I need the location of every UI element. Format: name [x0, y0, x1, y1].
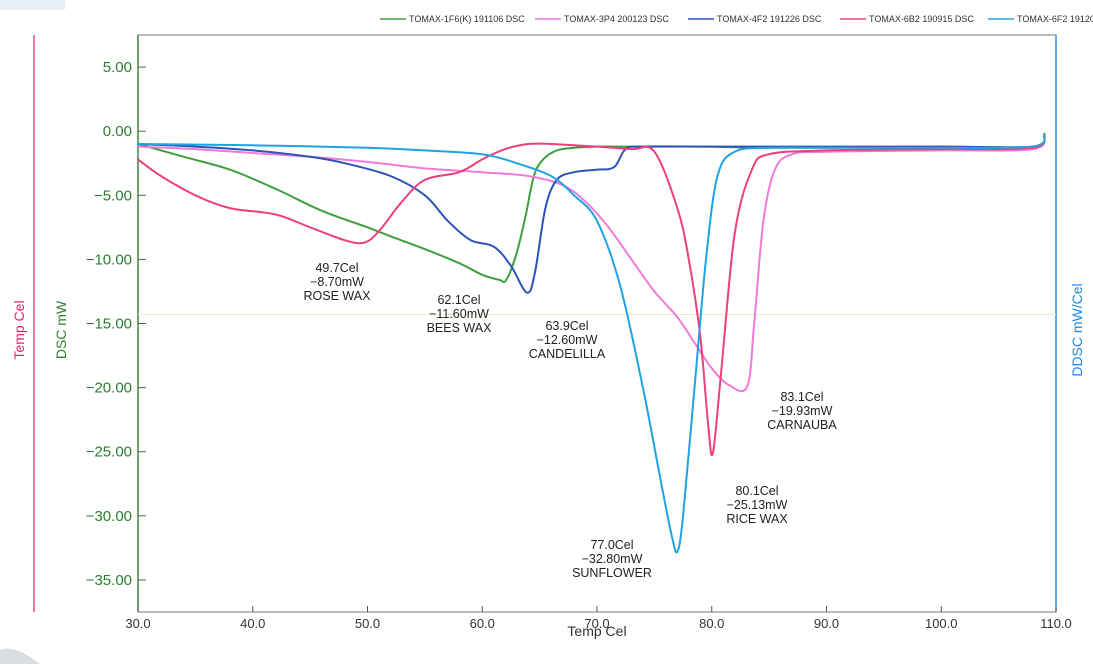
- annotation-line: −12.60mW: [537, 333, 598, 347]
- annotation-line: 80.1Cel: [735, 484, 778, 498]
- corner-shade-bottom: [0, 648, 40, 664]
- annotation-line: RICE WAX: [726, 512, 788, 526]
- x-tick-label: 50.0: [355, 616, 380, 631]
- y-tick-label: −35.00: [86, 572, 132, 589]
- annotation-line: SUNFLOWER: [572, 566, 652, 580]
- annotation-line: 77.0Cel: [590, 538, 633, 552]
- y-tick-label: −10.00: [86, 251, 132, 268]
- series-line-2: [137, 134, 1046, 393]
- legend-entry: TOMAX-4F2 191226 DSC: [717, 14, 822, 24]
- y-tick-label: −15.00: [86, 316, 132, 333]
- x-tick-label: 70.0: [584, 616, 609, 631]
- y-tick-label: −20.00: [86, 380, 132, 397]
- x-tick-label: 30.0: [125, 616, 150, 631]
- y-tick-label: 5.00: [103, 59, 132, 76]
- series-line-4: [137, 134, 1046, 457]
- x-tick-label: 40.0: [240, 616, 265, 631]
- annotation-line: −8.70mW: [310, 275, 364, 289]
- annotation-line: 63.9Cel: [545, 319, 588, 333]
- annotation-line: CANDELILLA: [529, 347, 606, 361]
- annotation-line: −25.13mW: [727, 498, 788, 512]
- annotation-line: −19.93mW: [772, 404, 833, 418]
- x-tick-label: 60.0: [470, 616, 495, 631]
- y-tick-label: −5.00: [94, 187, 132, 204]
- annotation-line: 49.7Cel: [315, 261, 358, 275]
- x-tick-label: 110.0: [1040, 616, 1072, 631]
- legend-entry: TOMAX-3P4 200123 DSC: [564, 14, 669, 24]
- y-tick-label: 0.00: [103, 123, 132, 140]
- plot-frame: [137, 34, 1057, 613]
- corner-shade: [0, 0, 65, 10]
- x-tick-label: 100.0: [925, 616, 958, 631]
- legend: TOMAX-1F6(K) 191106 DSC TOMAX-3P4 200123 …: [380, 14, 1093, 24]
- series-layer: [137, 132, 1046, 554]
- annotation-line: CARNAUBA: [767, 418, 837, 432]
- x-tick-label: 90.0: [814, 616, 839, 631]
- x-tick-label: 80.0: [699, 616, 724, 631]
- annotation-line: −32.80mW: [582, 552, 643, 566]
- annotation-line: 83.1Cel: [780, 390, 823, 404]
- y-tick-label: −30.00: [86, 508, 132, 525]
- annotation-line: 62.1Cel: [437, 293, 480, 307]
- ddsc-axis-label: DDSC mW/Cel: [1069, 283, 1085, 376]
- series-line-5: [137, 134, 1046, 554]
- annotation-line: BEES WAX: [427, 321, 492, 335]
- legend-entry: TOMAX-6F2 191203 DSC: [1017, 14, 1093, 24]
- x-axis-label: Temp Cel: [567, 623, 626, 639]
- y-ticks: 5.00 0.00 −5.00 −10.00 −15.00 −20.00 −25.00 −30…: [86, 59, 1056, 589]
- temp-axis-label: Temp Cel: [11, 300, 27, 359]
- annotation-line: ROSE WAX: [304, 289, 372, 303]
- y-axis-label: DSC mW: [53, 300, 69, 359]
- y-tick-label: −25.00: [86, 444, 132, 461]
- legend-entry: TOMAX-6B2 190915 DSC: [869, 14, 974, 24]
- legend-entry: TOMAX-1F6(K) 191106 DSC: [409, 14, 525, 24]
- series-line-3: [137, 134, 1046, 294]
- annotation-line: −11.60mW: [429, 307, 489, 321]
- x-ticks: 30.0 40.0 50.0 60.0 70.0 80.0 90.0 100.0 110.0: [125, 606, 1072, 631]
